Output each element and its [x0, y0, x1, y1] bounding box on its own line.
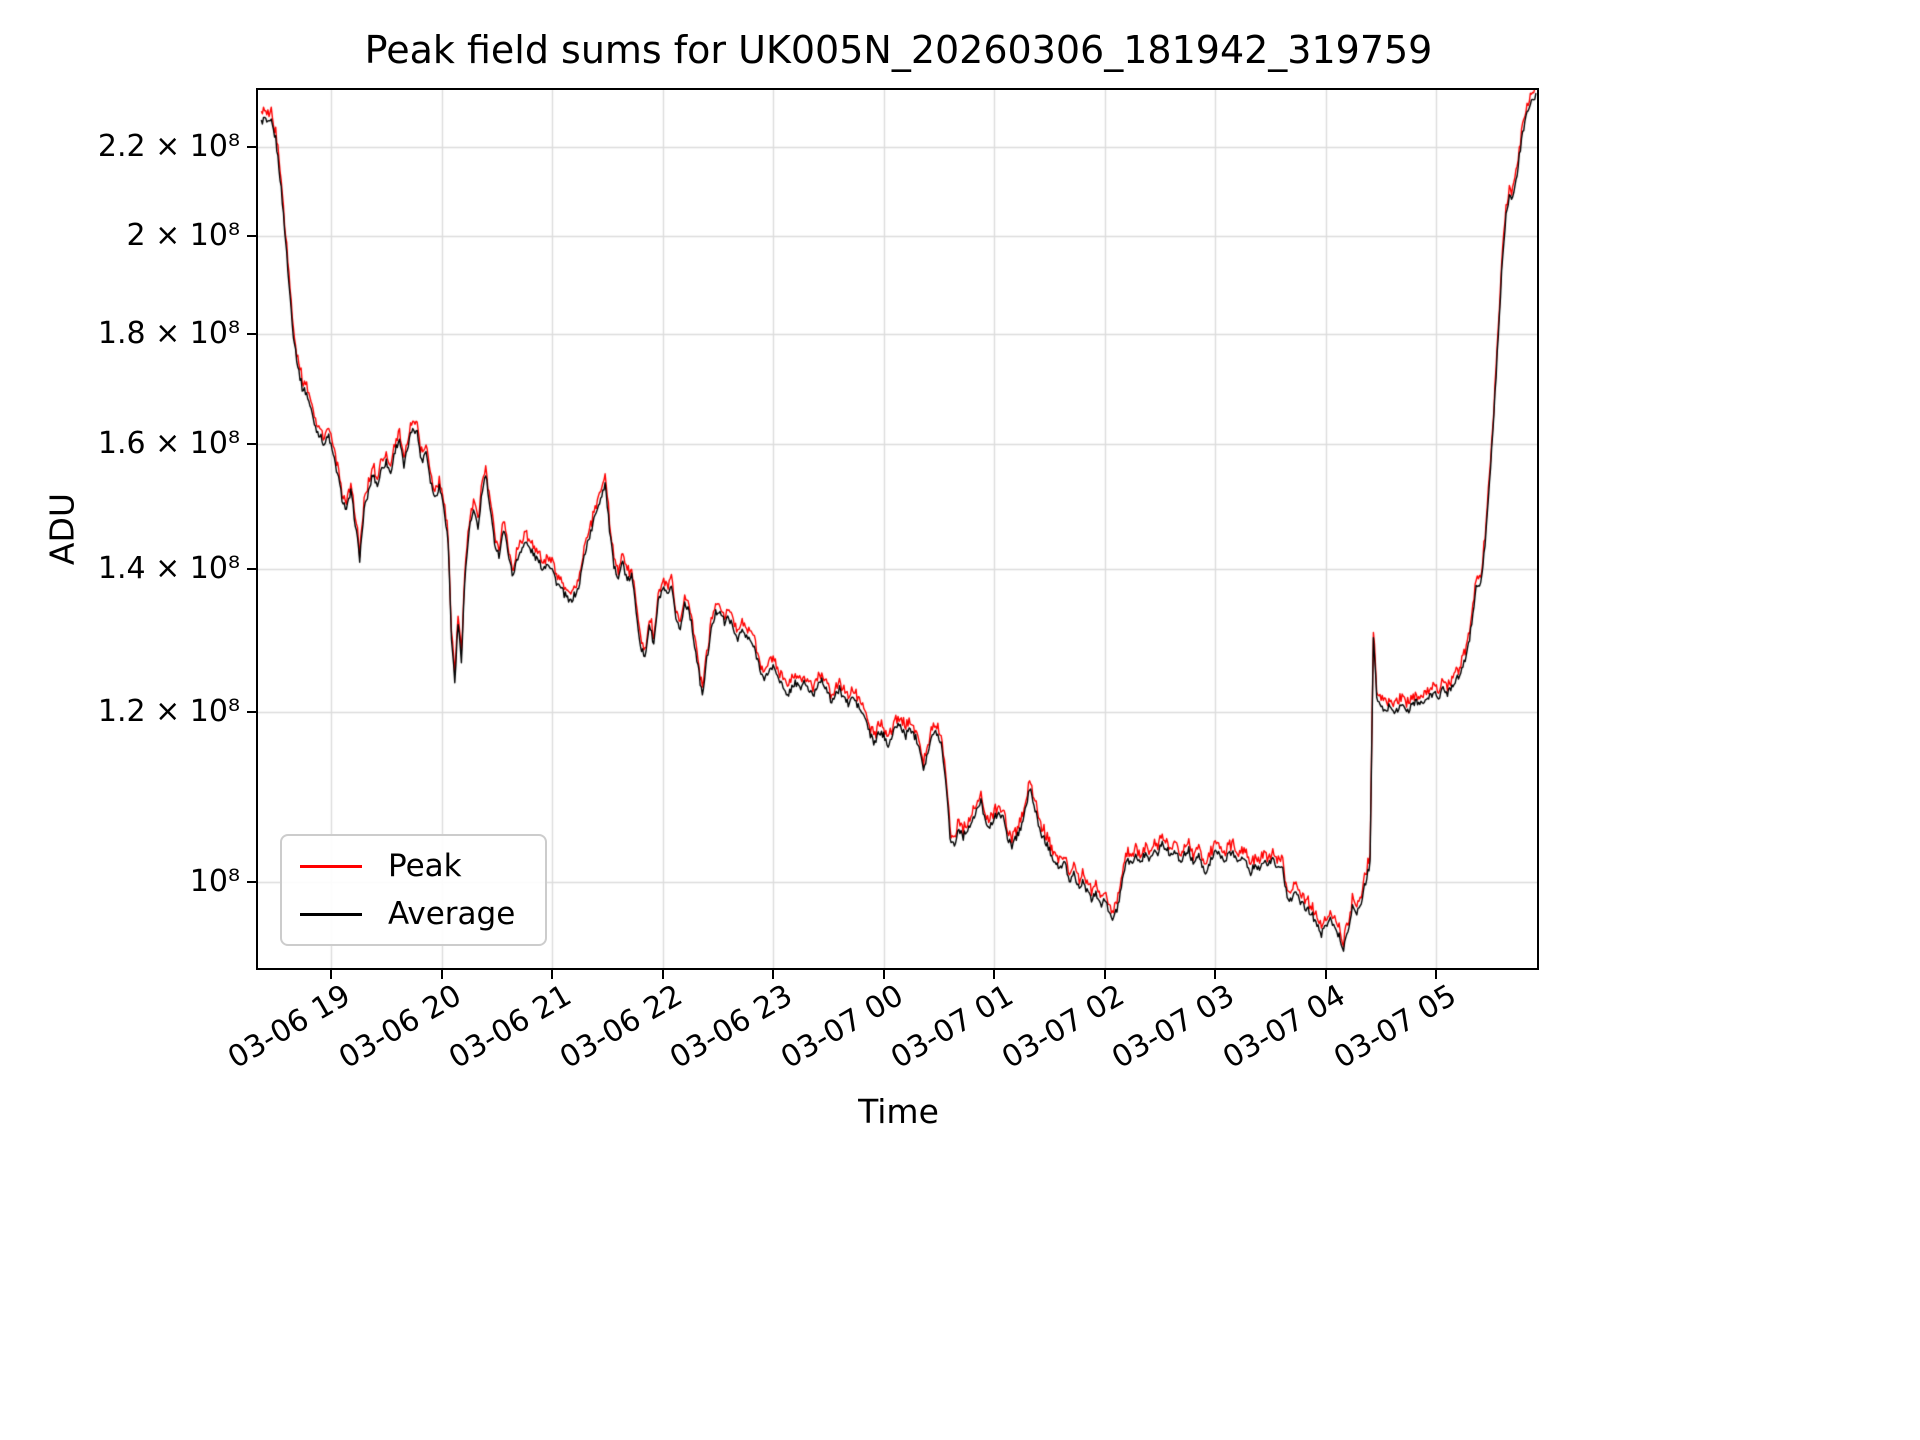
legend-item-average: Average	[300, 896, 515, 932]
x-tick-label: 03-06 21	[443, 978, 578, 1076]
plot-area: Peak Average	[256, 88, 1539, 970]
y-tick-label: 1.2 × 10⁸	[97, 694, 240, 730]
y-tick-mark	[247, 146, 256, 149]
y-tick-mark	[247, 567, 256, 570]
legend-item-peak: Peak	[300, 848, 515, 884]
chart-title: Peak field sums for UK005N_20260306_1819…	[364, 28, 1433, 72]
x-tick-mark	[1435, 970, 1438, 979]
x-tick-label: 03-06 20	[332, 978, 468, 1076]
legend-label-peak: Peak	[388, 848, 462, 884]
average-line-swatch	[300, 912, 362, 916]
x-tick-mark	[329, 970, 332, 979]
x-tick-mark	[1214, 970, 1217, 979]
x-tick-label: 03-06 22	[553, 978, 689, 1076]
y-tick-mark	[247, 235, 256, 238]
x-tick-label: 03-06 19	[222, 978, 357, 1076]
y-tick-mark	[247, 443, 256, 446]
x-tick-mark	[772, 970, 775, 979]
x-tick-label: 03-07 04	[1217, 978, 1352, 1076]
peak-line-swatch	[300, 864, 362, 868]
legend: Peak Average	[280, 834, 548, 946]
y-tick-label: 1.8 × 10⁸	[97, 316, 240, 352]
y-tick-label: 2.2 × 10⁸	[97, 129, 240, 165]
y-tick-label: 1.4 × 10⁸	[97, 550, 240, 586]
x-tick-mark	[661, 970, 664, 979]
y-tick-label: 10⁸	[189, 864, 240, 900]
y-tick-label: 1.6 × 10⁸	[97, 426, 240, 462]
x-tick-label: 03-07 01	[885, 978, 1020, 1076]
y-tick-mark	[247, 881, 256, 884]
x-tick-label: 03-07 03	[1106, 978, 1241, 1076]
x-tick-label: 03-07 00	[774, 978, 910, 1076]
x-tick-mark	[993, 970, 996, 979]
x-axis-label: Time	[858, 1092, 939, 1131]
x-tick-mark	[1324, 970, 1327, 979]
chart-canvas	[258, 90, 1537, 968]
x-tick-label: 03-07 05	[1327, 978, 1462, 1076]
x-tick-mark	[882, 970, 885, 979]
y-tick-mark	[247, 711, 256, 714]
y-tick-label: 2 × 10⁸	[126, 218, 241, 254]
y-tick-mark	[247, 333, 256, 336]
x-tick-mark	[551, 970, 554, 979]
legend-label-average: Average	[388, 896, 516, 932]
x-tick-mark	[1103, 970, 1106, 979]
x-tick-label: 03-06 23	[664, 978, 799, 1076]
x-tick-label: 03-07 02	[995, 978, 1131, 1076]
x-tick-mark	[440, 970, 443, 979]
